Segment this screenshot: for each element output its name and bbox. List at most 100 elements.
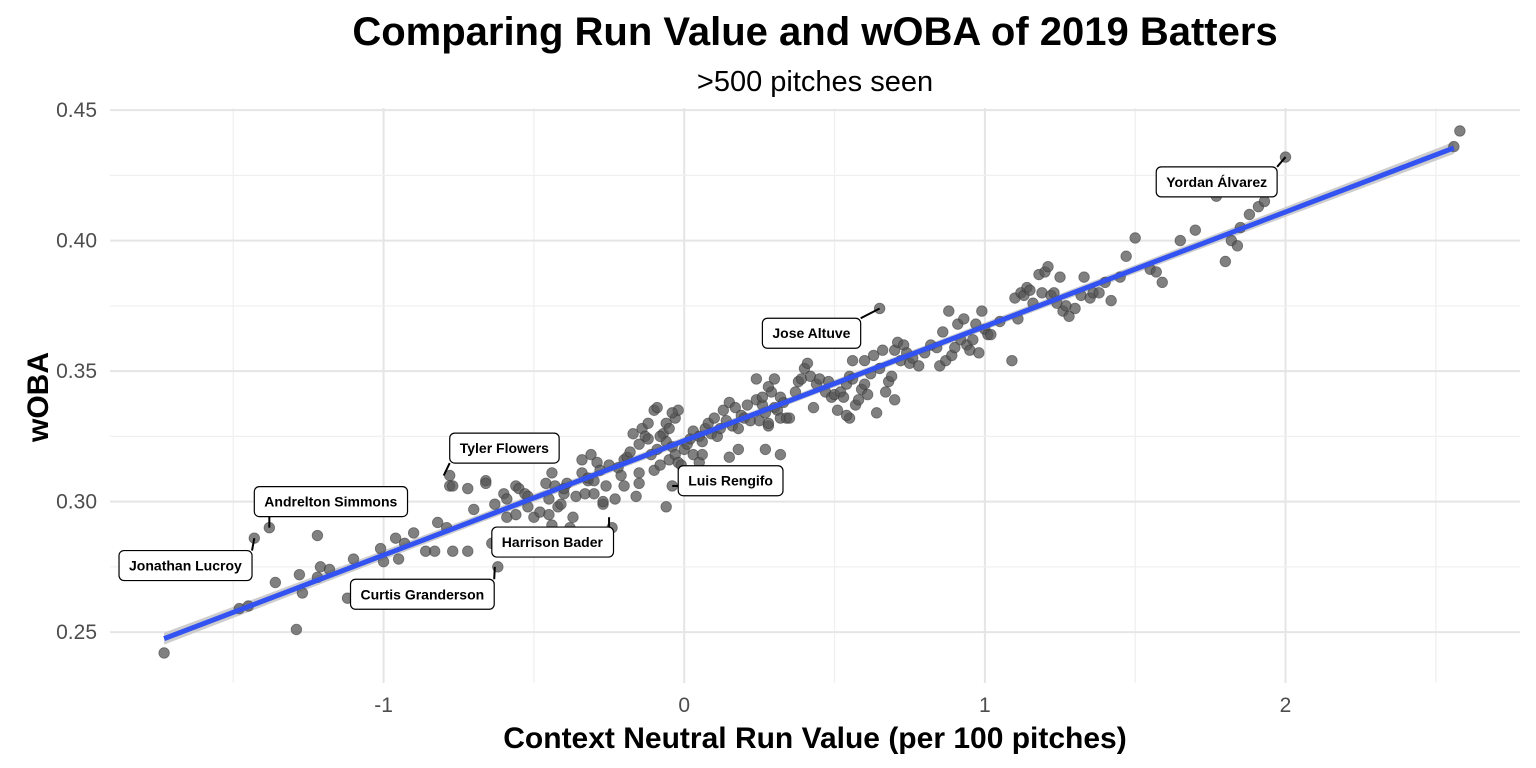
- data-point: [858, 378, 871, 390]
- data-point: [1054, 271, 1066, 283]
- data-point: [597, 495, 609, 508]
- data-point: [633, 477, 645, 490]
- data-point: [756, 391, 769, 403]
- data-point: [943, 305, 955, 317]
- data-point: [717, 404, 730, 416]
- grid: [110, 108, 1520, 683]
- point-annotations: Yordan Álvarez Jose Altuve Tyler Flowers Lu…: [118, 156, 1287, 610]
- data-point: [609, 493, 621, 505]
- data-point: [543, 508, 555, 521]
- data-point: [627, 428, 639, 440]
- point-label-box: [118, 549, 253, 582]
- data-point: [567, 511, 579, 523]
- data-point: [555, 498, 567, 510]
- data-point: [708, 412, 720, 424]
- point-label-box: [349, 578, 495, 610]
- data-point: [624, 446, 636, 458]
- data-point: [158, 647, 170, 659]
- data-point: [913, 360, 925, 372]
- data-point: [480, 477, 492, 490]
- data-point: [858, 354, 871, 367]
- data-point: [762, 381, 775, 393]
- data-point: [879, 386, 892, 398]
- point-label-box: [1155, 166, 1278, 198]
- data-point: [729, 401, 742, 414]
- data-point: [651, 401, 663, 414]
- data-point: [654, 459, 666, 471]
- data-point: [1093, 287, 1105, 299]
- data-point: [759, 443, 772, 456]
- data-point: [831, 404, 844, 416]
- data-point: [852, 394, 865, 406]
- data-point: [1189, 224, 1202, 236]
- data-point: [783, 412, 796, 424]
- data-point: [1219, 255, 1232, 268]
- point-label: Jonathan Lucroy: [118, 537, 256, 582]
- data-point: [1231, 240, 1244, 252]
- data-point: [630, 490, 642, 503]
- point-label-leader: [251, 537, 256, 551]
- data-point: [600, 480, 612, 492]
- data-point: [618, 480, 630, 492]
- data-point: [392, 553, 405, 565]
- data-point: [967, 334, 979, 346]
- point-label-text: Harrison Bader: [502, 534, 604, 550]
- data-point: [870, 407, 883, 419]
- data-point: [633, 467, 645, 479]
- data-point: [973, 347, 985, 359]
- data-point: [447, 480, 459, 492]
- data-point: [1069, 302, 1081, 315]
- regression-line: [163, 145, 1455, 641]
- data-point: [546, 467, 558, 479]
- data-point: [807, 401, 820, 414]
- point-label-box: [761, 317, 862, 349]
- data-point: [1258, 195, 1271, 208]
- data-point: [1120, 250, 1132, 262]
- x-tick-label: 1: [979, 694, 991, 717]
- y-tick-label: 0.35: [56, 360, 97, 383]
- data-point: [290, 623, 303, 636]
- point-label-text: Yordan Álvarez: [1166, 174, 1267, 190]
- data-point: [666, 407, 678, 419]
- data-point: [633, 438, 645, 450]
- point-label-text: Tyler Flowers: [460, 440, 549, 456]
- data-point: [876, 344, 889, 356]
- data-point: [1063, 310, 1075, 322]
- data-point: [1042, 260, 1054, 273]
- x-tick-label: 2: [1280, 694, 1292, 717]
- point-label-box: [253, 485, 409, 518]
- data-point: [311, 529, 324, 542]
- point-label-box: [449, 432, 560, 464]
- regression-line-path: [163, 145, 1455, 641]
- data-point: [861, 388, 874, 401]
- tick-labels: -1 0 1 2 0.25 0.30 0.35 0.40 0.45: [56, 99, 1291, 717]
- data-point: [642, 433, 654, 445]
- y-tick-label: 0.25: [56, 621, 97, 644]
- data-point: [1006, 354, 1018, 367]
- data-point: [1150, 266, 1162, 278]
- data-point: [269, 576, 282, 589]
- chart-subtitle: >500 pitches seen: [697, 66, 933, 98]
- point-label-leader: [1276, 156, 1287, 168]
- data-point: [615, 469, 627, 482]
- data-point: [958, 313, 970, 325]
- data-point: [428, 545, 441, 557]
- data-point: [696, 448, 708, 461]
- point-label-text: Andrelton Simmons: [264, 494, 397, 510]
- data-point: [462, 545, 474, 557]
- data-point: [732, 422, 745, 435]
- data-point: [588, 488, 600, 500]
- data-point: [1454, 125, 1466, 137]
- data-point: [407, 527, 420, 539]
- x-tick-label: 0: [678, 694, 690, 717]
- data-point: [1078, 271, 1090, 283]
- y-tick-label: 0.45: [56, 99, 97, 122]
- data-point: [1105, 294, 1117, 307]
- data-point: [1243, 208, 1256, 221]
- point-label: Jose Altuve: [761, 307, 881, 349]
- data-point: [1129, 232, 1141, 244]
- data-point: [1024, 284, 1036, 296]
- data-point: [741, 399, 754, 411]
- point-label-leader: [442, 462, 451, 476]
